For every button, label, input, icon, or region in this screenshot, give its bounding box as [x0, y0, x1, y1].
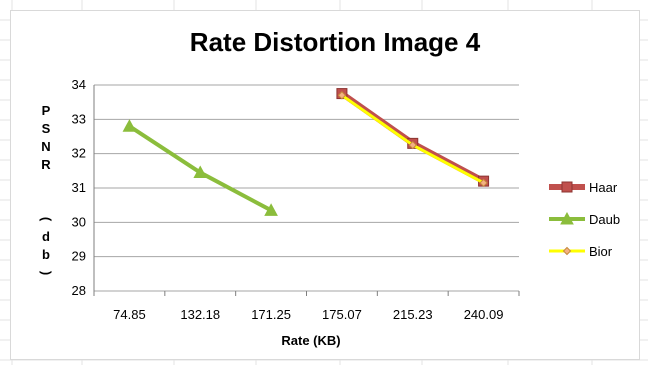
chart-title: Rate Distortion Image 4	[190, 27, 481, 57]
legend-item-daub: Daub	[549, 211, 620, 227]
x-tick-label: 215.23	[393, 307, 433, 322]
legend-item-haar: Haar	[549, 180, 618, 195]
series-daub	[122, 119, 278, 216]
x-tick-label: 171.25	[251, 307, 291, 322]
series-bior	[337, 91, 488, 188]
legend: Haar Daub Bior	[549, 180, 620, 259]
y-axis-title-letter: R	[41, 157, 51, 172]
x-tick-label: 132.18	[180, 307, 220, 322]
y-axis-title-letter: (	[39, 217, 54, 222]
chart-area[interactable]: Rate Distortion Image 4 Rate (KB) P S N R ( d…	[10, 10, 640, 360]
y-tick-label: 29	[72, 249, 86, 264]
data-point	[561, 181, 573, 193]
data-point	[337, 91, 347, 100]
data-point	[193, 165, 208, 179]
data-point	[562, 246, 572, 256]
y-axis-title-letter: )	[39, 271, 54, 275]
data-point	[408, 140, 417, 150]
y-tick-label: 31	[72, 180, 86, 195]
legend-label: Bior	[589, 244, 613, 259]
y-tick-label: 30	[72, 214, 86, 229]
y-axis-title-letter: P	[42, 103, 51, 118]
data-point	[264, 203, 278, 216]
series-haar	[336, 88, 490, 187]
data-point	[122, 119, 137, 132]
data-point	[560, 211, 574, 225]
y-tick-label: 28	[72, 283, 86, 298]
plot-area: 28 29 30 31 32 33 34 74.85 132.18 171.25 175.07 215…	[72, 77, 520, 322]
data-point	[479, 178, 488, 188]
y-axis-title-letter: b	[42, 247, 50, 262]
y-tick-label: 34	[72, 77, 86, 92]
y-tick-label: 33	[72, 111, 86, 126]
x-tick-label: 175.07	[322, 307, 362, 322]
legend-item-bior: Bior	[549, 244, 613, 259]
y-axis-title-letter: d	[42, 229, 50, 244]
x-axis-title: Rate (KB)	[281, 333, 340, 348]
legend-label: Daub	[589, 212, 620, 227]
x-tick-label: 74.85	[113, 307, 146, 322]
series-line	[340, 91, 485, 184]
y-axis-title-letter: S	[42, 121, 51, 136]
y-tick-label: 32	[72, 146, 86, 161]
legend-label: Haar	[589, 180, 618, 195]
x-tick-label: 240.09	[464, 307, 504, 322]
y-axis-title-letter: N	[41, 139, 50, 154]
